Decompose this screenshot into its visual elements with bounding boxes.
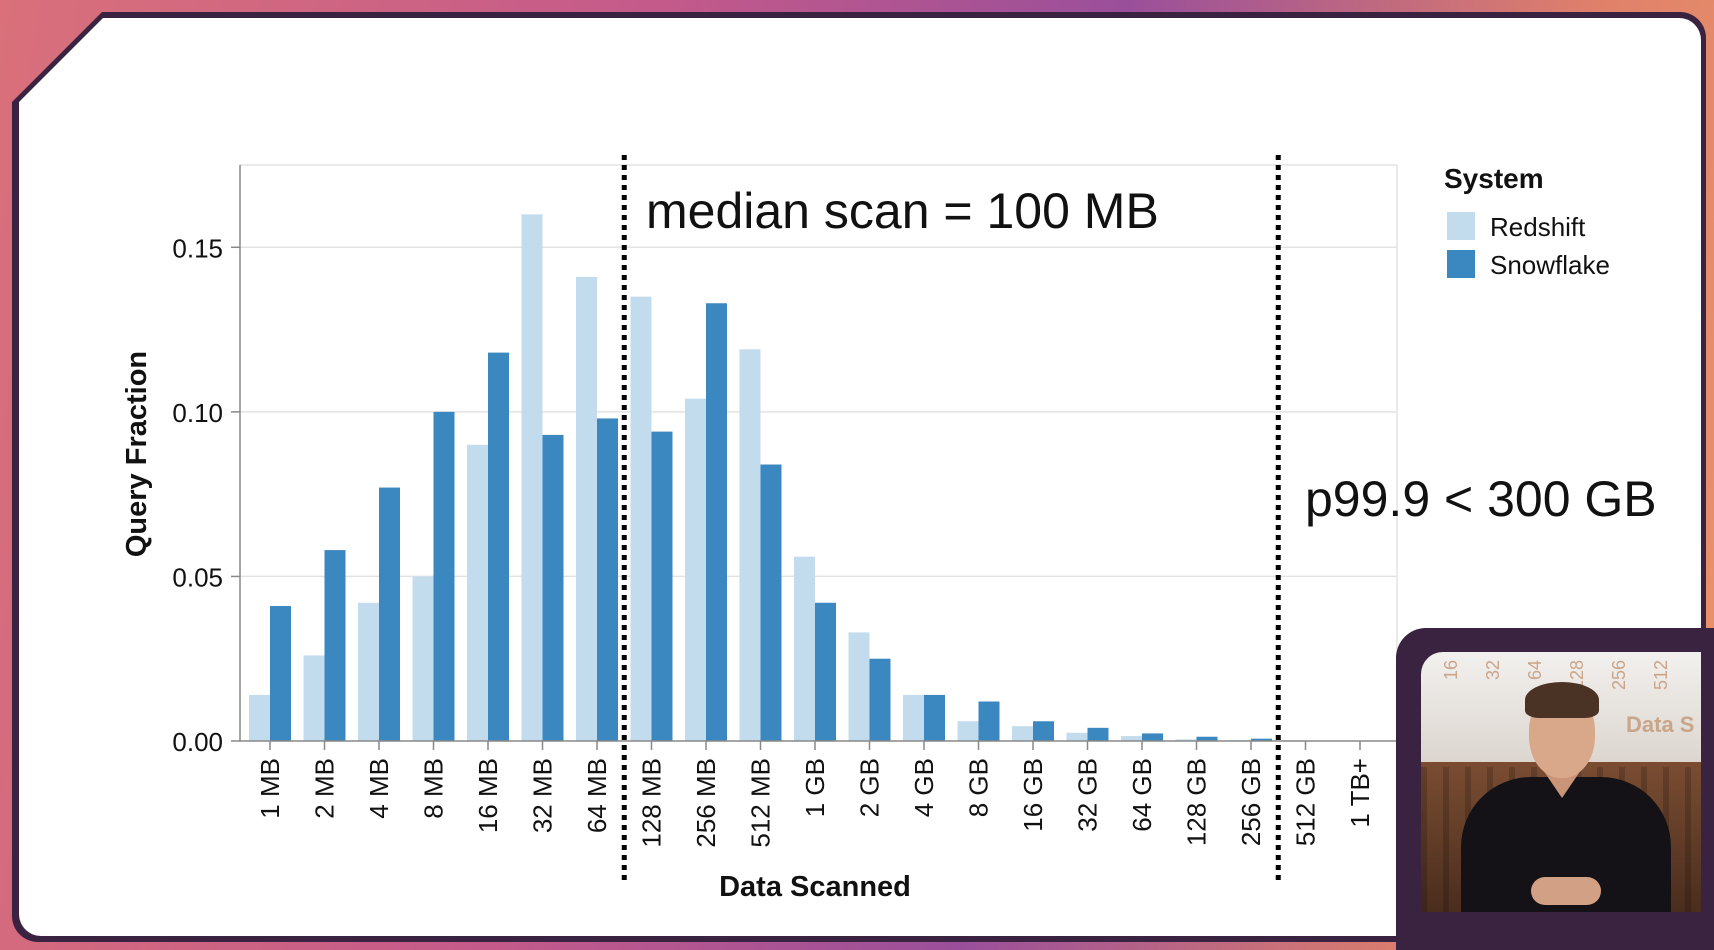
bar-redshift bbox=[903, 694, 924, 741]
bar-snowflake bbox=[651, 431, 673, 741]
x-tick-label: 16 MB bbox=[473, 758, 503, 833]
bar-snowflake bbox=[978, 701, 1000, 741]
legend-title: System bbox=[1444, 163, 1544, 194]
bar-redshift bbox=[1121, 736, 1142, 741]
x-tick-label: 1 MB bbox=[255, 758, 285, 819]
y-axis-label: Query Fraction bbox=[121, 351, 153, 557]
webcam-tick-label: 512 bbox=[1651, 660, 1671, 691]
x-ticks: 1 MB 2 MB 4 MB 8 MB 16 MB 32 MB 64 MB 128 MB 256… bbox=[255, 741, 1375, 848]
x-tick-label: 128 GB bbox=[1182, 758, 1212, 846]
bar-snowflake bbox=[270, 606, 291, 741]
x-tick-label: 256 MB bbox=[691, 758, 721, 848]
x-tick-label: 512 GB bbox=[1291, 758, 1321, 846]
bar-redshift bbox=[739, 349, 761, 741]
bar-snowflake bbox=[1033, 721, 1054, 741]
x-tick-label: 256 GB bbox=[1236, 758, 1266, 846]
bar-redshift bbox=[685, 398, 706, 741]
bar-redshift bbox=[848, 632, 870, 741]
bar-snowflake bbox=[924, 694, 945, 741]
y-ticks: 0.00 0.05 0.10 0.15 bbox=[172, 233, 240, 757]
x-tick-label: 8 MB bbox=[419, 758, 449, 819]
speaker-hair bbox=[1525, 682, 1599, 718]
bar-redshift bbox=[794, 556, 815, 741]
bar-snowflake bbox=[1087, 727, 1109, 741]
x-tick-label: 2 GB bbox=[855, 758, 885, 817]
bars bbox=[249, 214, 1306, 741]
legend-swatch-snowflake bbox=[1447, 250, 1475, 278]
bar-redshift bbox=[1175, 739, 1197, 741]
bar-snowflake bbox=[324, 550, 346, 741]
bar-snowflake bbox=[869, 658, 891, 741]
webcam-tick-label: 64 bbox=[1525, 660, 1545, 681]
bar-redshift bbox=[249, 694, 270, 741]
bar-snowflake bbox=[488, 352, 509, 741]
webcam-video: 16 32 64 128 256 512 Data S bbox=[1421, 652, 1701, 912]
bar-snowflake bbox=[1196, 736, 1218, 741]
x-tick-label: 16 GB bbox=[1018, 758, 1048, 832]
x-axis-label: Data Scanned bbox=[719, 871, 911, 903]
bar-snowflake bbox=[597, 418, 618, 741]
x-tick-label: 32 GB bbox=[1073, 758, 1103, 832]
bar-snowflake bbox=[706, 303, 727, 741]
legend-swatch-redshift bbox=[1447, 212, 1475, 240]
bar-snowflake bbox=[433, 411, 455, 741]
x-tick-label: 64 GB bbox=[1127, 758, 1157, 832]
bar-redshift bbox=[1012, 726, 1033, 741]
bar-snowflake bbox=[379, 487, 400, 741]
bar-snowflake bbox=[1251, 738, 1272, 741]
legend-label-snowflake: Snowflake bbox=[1490, 250, 1610, 280]
legend-label-redshift: Redshift bbox=[1490, 212, 1586, 242]
x-tick-label: 1 TB+ bbox=[1345, 758, 1375, 828]
x-tick-label: 2 MB bbox=[310, 758, 340, 819]
x-tick-label: 1 GB bbox=[800, 758, 830, 817]
bar-redshift bbox=[1066, 732, 1088, 741]
x-tick-label: 64 MB bbox=[582, 758, 612, 833]
bar-redshift bbox=[630, 296, 652, 741]
speaker-hands bbox=[1531, 877, 1601, 905]
y-tick-label: 0.10 bbox=[172, 398, 223, 428]
x-tick-label: 4 GB bbox=[909, 758, 939, 817]
webcam-tick-label: 16 bbox=[1441, 660, 1461, 681]
x-tick-label: 4 MB bbox=[364, 758, 394, 819]
p99-annotation: p99.9 < 300 GB bbox=[1305, 471, 1657, 527]
legend: System Redshift Snowflake bbox=[1444, 163, 1610, 280]
y-tick-label: 0.05 bbox=[172, 562, 223, 592]
bar-redshift bbox=[521, 214, 543, 741]
y-tick-label: 0.00 bbox=[172, 727, 223, 757]
webcam-slide-title: Data S bbox=[1626, 712, 1695, 737]
bar-snowflake bbox=[542, 434, 564, 741]
bar-snowflake bbox=[760, 464, 782, 741]
webcam-tick-label: 256 bbox=[1609, 660, 1629, 691]
y-tick-label: 0.15 bbox=[172, 233, 223, 263]
bar-redshift bbox=[412, 576, 434, 741]
bar-snowflake bbox=[815, 602, 836, 741]
x-tick-label: 32 MB bbox=[528, 758, 558, 833]
webcam-tick-label: 32 bbox=[1483, 660, 1503, 681]
bar-redshift bbox=[576, 276, 597, 741]
bar-redshift bbox=[957, 721, 979, 741]
bar-redshift bbox=[467, 444, 488, 741]
annotations: median scan = 100 MB p99.9 < 300 GB bbox=[621, 155, 1657, 880]
bar-redshift bbox=[303, 655, 325, 741]
bar-redshift bbox=[358, 602, 379, 741]
bar-snowflake bbox=[1142, 733, 1163, 741]
x-tick-label: 8 GB bbox=[964, 758, 994, 817]
median-annotation: median scan = 100 MB bbox=[646, 183, 1159, 239]
x-tick-label: 128 MB bbox=[637, 758, 667, 848]
x-tick-label: 512 MB bbox=[746, 758, 776, 848]
